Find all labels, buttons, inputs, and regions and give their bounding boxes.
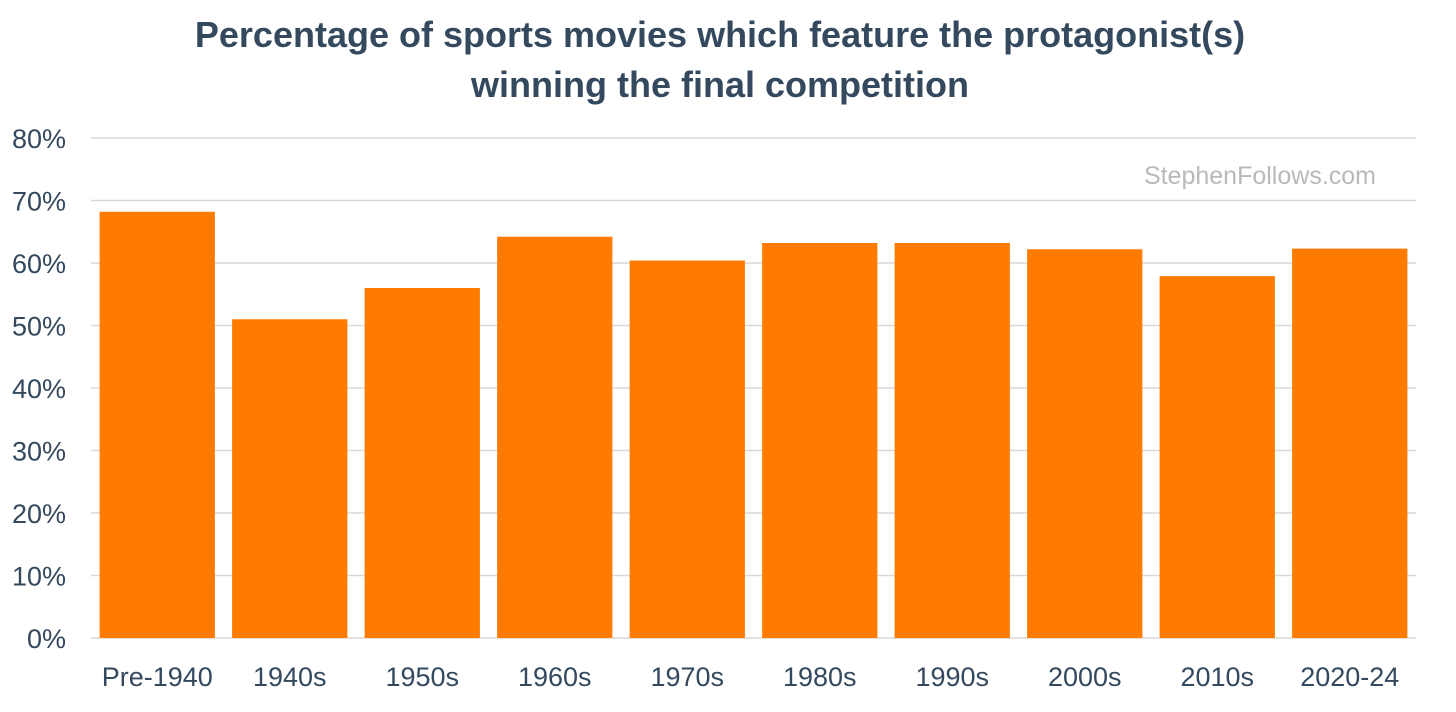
x-category-label: 1990s xyxy=(915,662,989,692)
bar xyxy=(1159,276,1275,638)
bar xyxy=(762,243,878,638)
x-category-label: 1940s xyxy=(253,662,327,692)
y-tick-label: 80% xyxy=(12,124,66,154)
bar xyxy=(99,211,215,638)
x-category-label: 2010s xyxy=(1180,662,1254,692)
y-tick-label: 30% xyxy=(12,437,66,467)
y-tick-label: 20% xyxy=(12,499,66,529)
x-category-label: Pre-1940 xyxy=(102,662,213,692)
x-axis-category-labels: Pre-1940 1940s 1950s 1960s 1970s 1980s 1990s 20… xyxy=(102,662,1400,692)
bar xyxy=(629,260,745,638)
x-category-label: 1960s xyxy=(518,662,592,692)
y-tick-label: 50% xyxy=(12,312,66,342)
bar xyxy=(1292,248,1408,638)
bar xyxy=(1027,249,1143,638)
watermark: StephenFollows.com xyxy=(1144,162,1376,190)
y-tick-label: 70% xyxy=(12,187,66,217)
bar xyxy=(232,319,348,638)
x-category-label: 1950s xyxy=(385,662,459,692)
bars xyxy=(99,211,1408,638)
chart-title-line-2: winning the final competition xyxy=(471,64,969,105)
bar xyxy=(497,236,613,638)
bar xyxy=(364,288,480,638)
x-category-label: 1970s xyxy=(650,662,724,692)
y-tick-label: 40% xyxy=(12,374,66,404)
bar xyxy=(894,243,1010,638)
y-tick-label: 60% xyxy=(12,249,66,279)
x-category-label: 1980s xyxy=(783,662,857,692)
y-tick-label: 10% xyxy=(12,562,66,592)
x-category-label: 2000s xyxy=(1048,662,1122,692)
x-category-label: 2020-24 xyxy=(1300,662,1399,692)
chart-title-line-1: Percentage of sports movies which featur… xyxy=(194,14,1246,55)
y-tick-label: 0% xyxy=(27,624,66,654)
chart-title: Percentage of sports movies which featur… xyxy=(0,10,1440,110)
y-axis-tick-labels: 0% 10% 20% 30% 40% 50% 60% 70% 80% xyxy=(12,124,66,654)
